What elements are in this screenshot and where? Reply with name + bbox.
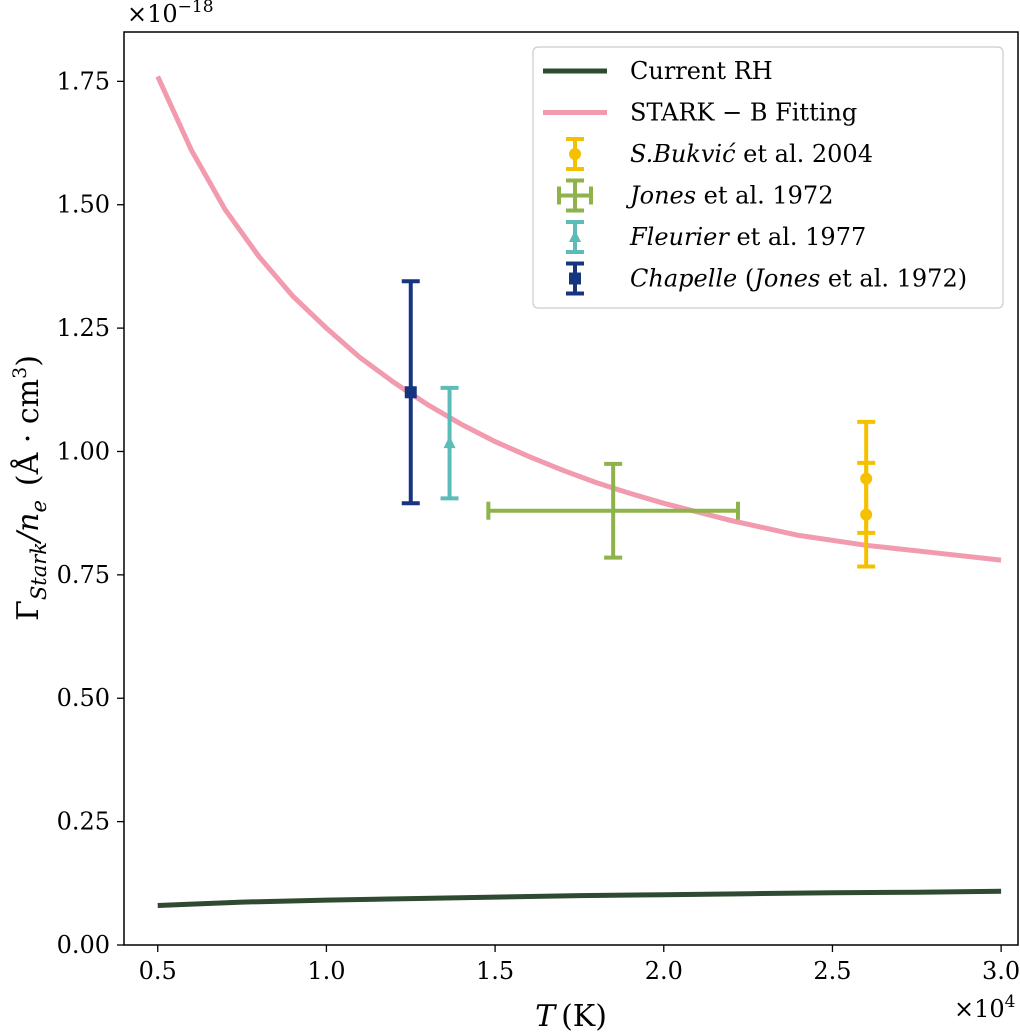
- legend: Current RH STARK − B Fitting S.Bukvić et a…: [532, 46, 1004, 309]
- data-point-marker: [404, 386, 417, 399]
- legend-label: STARK − B Fitting: [630, 99, 857, 127]
- y-tick-label: 1.50: [57, 191, 110, 219]
- data-point-marker: [569, 272, 581, 285]
- y-axis: 0.00 0.25 0.50 0.75 1.00 1.25 1.50 1.75: [57, 67, 124, 959]
- x-tick-label: 1.0: [307, 957, 345, 985]
- y-tick-label: 0.00: [57, 931, 110, 959]
- x-multiplier: ×104: [954, 992, 1015, 1023]
- series-line: [155, 75, 1002, 563]
- data-point: [440, 385, 459, 501]
- x-tick-label: 0.5: [139, 957, 177, 985]
- x-tick-label: 2.5: [813, 957, 851, 985]
- plot-frame: [123, 31, 1019, 946]
- legend-label: Fleurier et al. 1977: [629, 223, 866, 251]
- legend-label: Jones et al. 1972: [625, 182, 833, 210]
- plot-series: [155, 75, 1002, 908]
- data-point-marker: [860, 508, 873, 521]
- data-point: [486, 461, 740, 560]
- data-point: [857, 460, 876, 569]
- data-point-marker: [443, 436, 456, 449]
- legend-label: Current RH: [630, 57, 773, 85]
- legend-label: S.Bukvić et al. 2004: [630, 140, 873, 168]
- y-tick-label: 1.00: [57, 437, 110, 465]
- y-tick-label: 1.25: [57, 314, 110, 342]
- y-tick-label: 0.75: [57, 561, 110, 589]
- x-tick-label: 3.0: [982, 957, 1020, 985]
- data-point-marker: [569, 148, 581, 160]
- y-axis-title: ΓStark/ne(Å · cm3): [9, 355, 51, 621]
- y-tick-label: 0.50: [57, 684, 110, 712]
- legend-errorbar-handle: [566, 137, 584, 171]
- x-tick-label: 2.0: [645, 957, 683, 985]
- y-multiplier: ×10−18: [127, 0, 214, 28]
- data-point-marker: [569, 230, 581, 242]
- y-tick-label: 0.25: [57, 808, 110, 836]
- y-tick-label: 1.75: [57, 67, 110, 95]
- series-line: [157, 888, 1002, 908]
- x-axis-title: T (K): [535, 999, 607, 1033]
- legend-errorbar-handle: [566, 220, 584, 254]
- legend-frame: [532, 46, 1004, 309]
- legend-label: Chapelle (Jones et al. 1972): [630, 265, 967, 293]
- legend-errorbar-handle: [566, 261, 584, 296]
- x-axis: 0.5 1.0 1.5 2.0 2.5 3.0: [139, 945, 1020, 985]
- x-tick-label: 1.5: [476, 957, 514, 985]
- legend-errorbar-handle: [557, 178, 593, 213]
- data-point: [401, 279, 420, 506]
- legend-items: Current RH STARK − B Fitting S.Bukvić et a…: [543, 57, 967, 296]
